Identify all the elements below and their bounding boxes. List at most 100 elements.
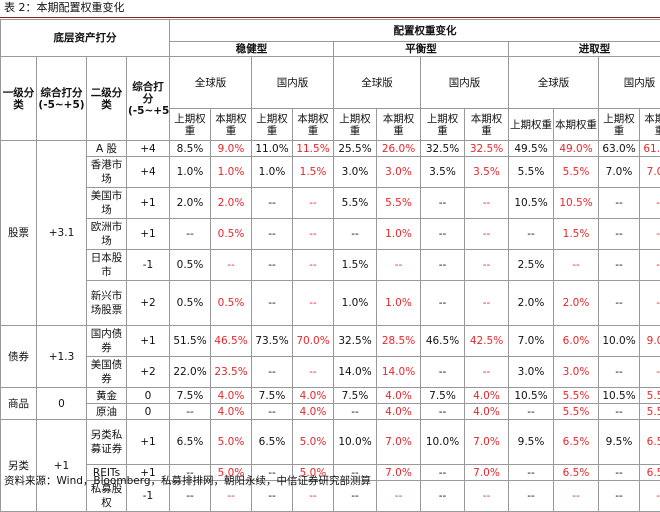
- previous-weight-cell: 3.5%: [421, 157, 465, 188]
- previous-weight-cell: 49.5%: [509, 141, 554, 157]
- current-weight-cell: --: [377, 250, 421, 281]
- sub-asset-score-cell: +2: [127, 281, 170, 326]
- previous-weight-cell: 7.5%: [252, 388, 293, 404]
- current-weight-cell: --: [554, 481, 599, 512]
- current-weight-cell: 5.5%: [640, 404, 660, 420]
- previous-weight-cell: 10.0%: [334, 420, 377, 465]
- previous-weight-cell: --: [599, 250, 640, 281]
- header-asset-scoring: 底层资产打分: [1, 20, 170, 57]
- header-prev-weight: 上期权重: [170, 109, 211, 141]
- previous-weight-cell: --: [509, 465, 554, 481]
- previous-weight-cell: 63.0%: [599, 141, 640, 157]
- current-weight-cell: --: [465, 219, 509, 250]
- current-weight-cell: --: [465, 188, 509, 219]
- previous-weight-cell: --: [509, 219, 554, 250]
- sub-asset-cell: 香港市场: [87, 157, 127, 188]
- previous-weight-cell: 7.5%: [421, 388, 465, 404]
- previous-weight-cell: --: [599, 481, 640, 512]
- sub-asset-cell: 日本股市: [87, 250, 127, 281]
- header-weight-change: 配置权重变化: [170, 20, 660, 42]
- header-level1: 一级分类: [1, 57, 37, 141]
- current-weight-cell: 2.0%: [554, 281, 599, 326]
- previous-weight-cell: 0.5%: [170, 250, 211, 281]
- sub-asset-cell: 另类私募证券: [87, 420, 127, 465]
- previous-weight-cell: --: [599, 281, 640, 326]
- previous-weight-cell: 2.0%: [509, 281, 554, 326]
- header-version-domestic: 国内版: [599, 57, 660, 109]
- current-weight-cell: --: [640, 281, 660, 326]
- current-weight-cell: 7.0%: [377, 420, 421, 465]
- previous-weight-cell: 7.0%: [509, 326, 554, 357]
- asset-class-cell: 商品: [1, 388, 37, 420]
- previous-weight-cell: 5.5%: [509, 157, 554, 188]
- current-weight-cell: 7.0%: [465, 420, 509, 465]
- previous-weight-cell: --: [421, 188, 465, 219]
- current-weight-cell: 10.5%: [554, 188, 599, 219]
- previous-weight-cell: --: [421, 250, 465, 281]
- current-weight-cell: 5.5%: [554, 388, 599, 404]
- current-weight-cell: 5.5%: [554, 157, 599, 188]
- previous-weight-cell: --: [509, 481, 554, 512]
- previous-weight-cell: 9.5%: [509, 420, 554, 465]
- previous-weight-cell: 7.5%: [170, 388, 211, 404]
- header-prev-weight: 上期权重: [334, 109, 377, 141]
- sub-asset-cell: 欧洲市场: [87, 219, 127, 250]
- current-weight-cell: 4.0%: [465, 388, 509, 404]
- current-weight-cell: 7.0%: [640, 157, 660, 188]
- current-weight-cell: --: [293, 188, 334, 219]
- current-weight-cell: --: [640, 188, 660, 219]
- sub-asset-cell: 新兴市场股票: [87, 281, 127, 326]
- table-row: 欧洲市场+1--0.5%------1.0%------1.5%----: [1, 219, 660, 250]
- previous-weight-cell: --: [421, 281, 465, 326]
- previous-weight-cell: --: [252, 404, 293, 420]
- current-weight-cell: 32.5%: [465, 141, 509, 157]
- current-weight-cell: --: [640, 219, 660, 250]
- previous-weight-cell: 1.0%: [170, 157, 211, 188]
- sub-asset-cell: A 股: [87, 141, 127, 157]
- header-strategy-aggressive: 进取型: [509, 42, 660, 57]
- current-weight-cell: --: [640, 357, 660, 388]
- previous-weight-cell: --: [170, 219, 211, 250]
- table-row: 日本股市-10.5%------1.5%------2.5%------: [1, 250, 660, 281]
- current-weight-cell: 0.5%: [211, 219, 252, 250]
- current-weight-cell: 70.0%: [293, 326, 334, 357]
- previous-weight-cell: 73.5%: [252, 326, 293, 357]
- current-weight-cell: 1.5%: [554, 219, 599, 250]
- previous-weight-cell: --: [421, 219, 465, 250]
- current-weight-cell: 1.0%: [211, 157, 252, 188]
- previous-weight-cell: 3.0%: [334, 157, 377, 188]
- current-weight-cell: 4.0%: [293, 388, 334, 404]
- previous-weight-cell: 8.5%: [170, 141, 211, 157]
- current-weight-cell: 7.0%: [465, 465, 509, 481]
- current-weight-cell: --: [377, 481, 421, 512]
- previous-weight-cell: 1.0%: [252, 157, 293, 188]
- previous-weight-cell: --: [509, 404, 554, 420]
- previous-weight-cell: --: [421, 465, 465, 481]
- header-cur-weight: 本期权重: [211, 109, 252, 141]
- previous-weight-cell: 46.5%: [421, 326, 465, 357]
- previous-weight-cell: 10.5%: [509, 188, 554, 219]
- current-weight-cell: 49.0%: [554, 141, 599, 157]
- previous-weight-cell: 22.0%: [170, 357, 211, 388]
- current-weight-cell: 4.0%: [377, 404, 421, 420]
- asset-class-score-cell: +1.3: [37, 326, 87, 388]
- header-prev-weight: 上期权重: [421, 109, 465, 141]
- sub-asset-cell: 原油: [87, 404, 127, 420]
- current-weight-cell: 7.0%: [377, 465, 421, 481]
- sub-asset-cell: 国内债券: [87, 326, 127, 357]
- sub-asset-score-cell: +1: [127, 219, 170, 250]
- previous-weight-cell: --: [599, 465, 640, 481]
- current-weight-cell: 14.0%: [377, 357, 421, 388]
- current-weight-cell: 9.0%: [211, 141, 252, 157]
- current-weight-cell: 61.0%: [640, 141, 660, 157]
- sub-asset-score-cell: 0: [127, 388, 170, 404]
- previous-weight-cell: 7.5%: [334, 388, 377, 404]
- header-prev-weight: 上期权重: [509, 109, 554, 141]
- current-weight-cell: 4.0%: [211, 388, 252, 404]
- current-weight-cell: 4.0%: [377, 388, 421, 404]
- current-weight-cell: 5.0%: [293, 420, 334, 465]
- header-version-global: 全球版: [170, 57, 252, 109]
- header-prev-weight: 上期权重: [599, 109, 640, 141]
